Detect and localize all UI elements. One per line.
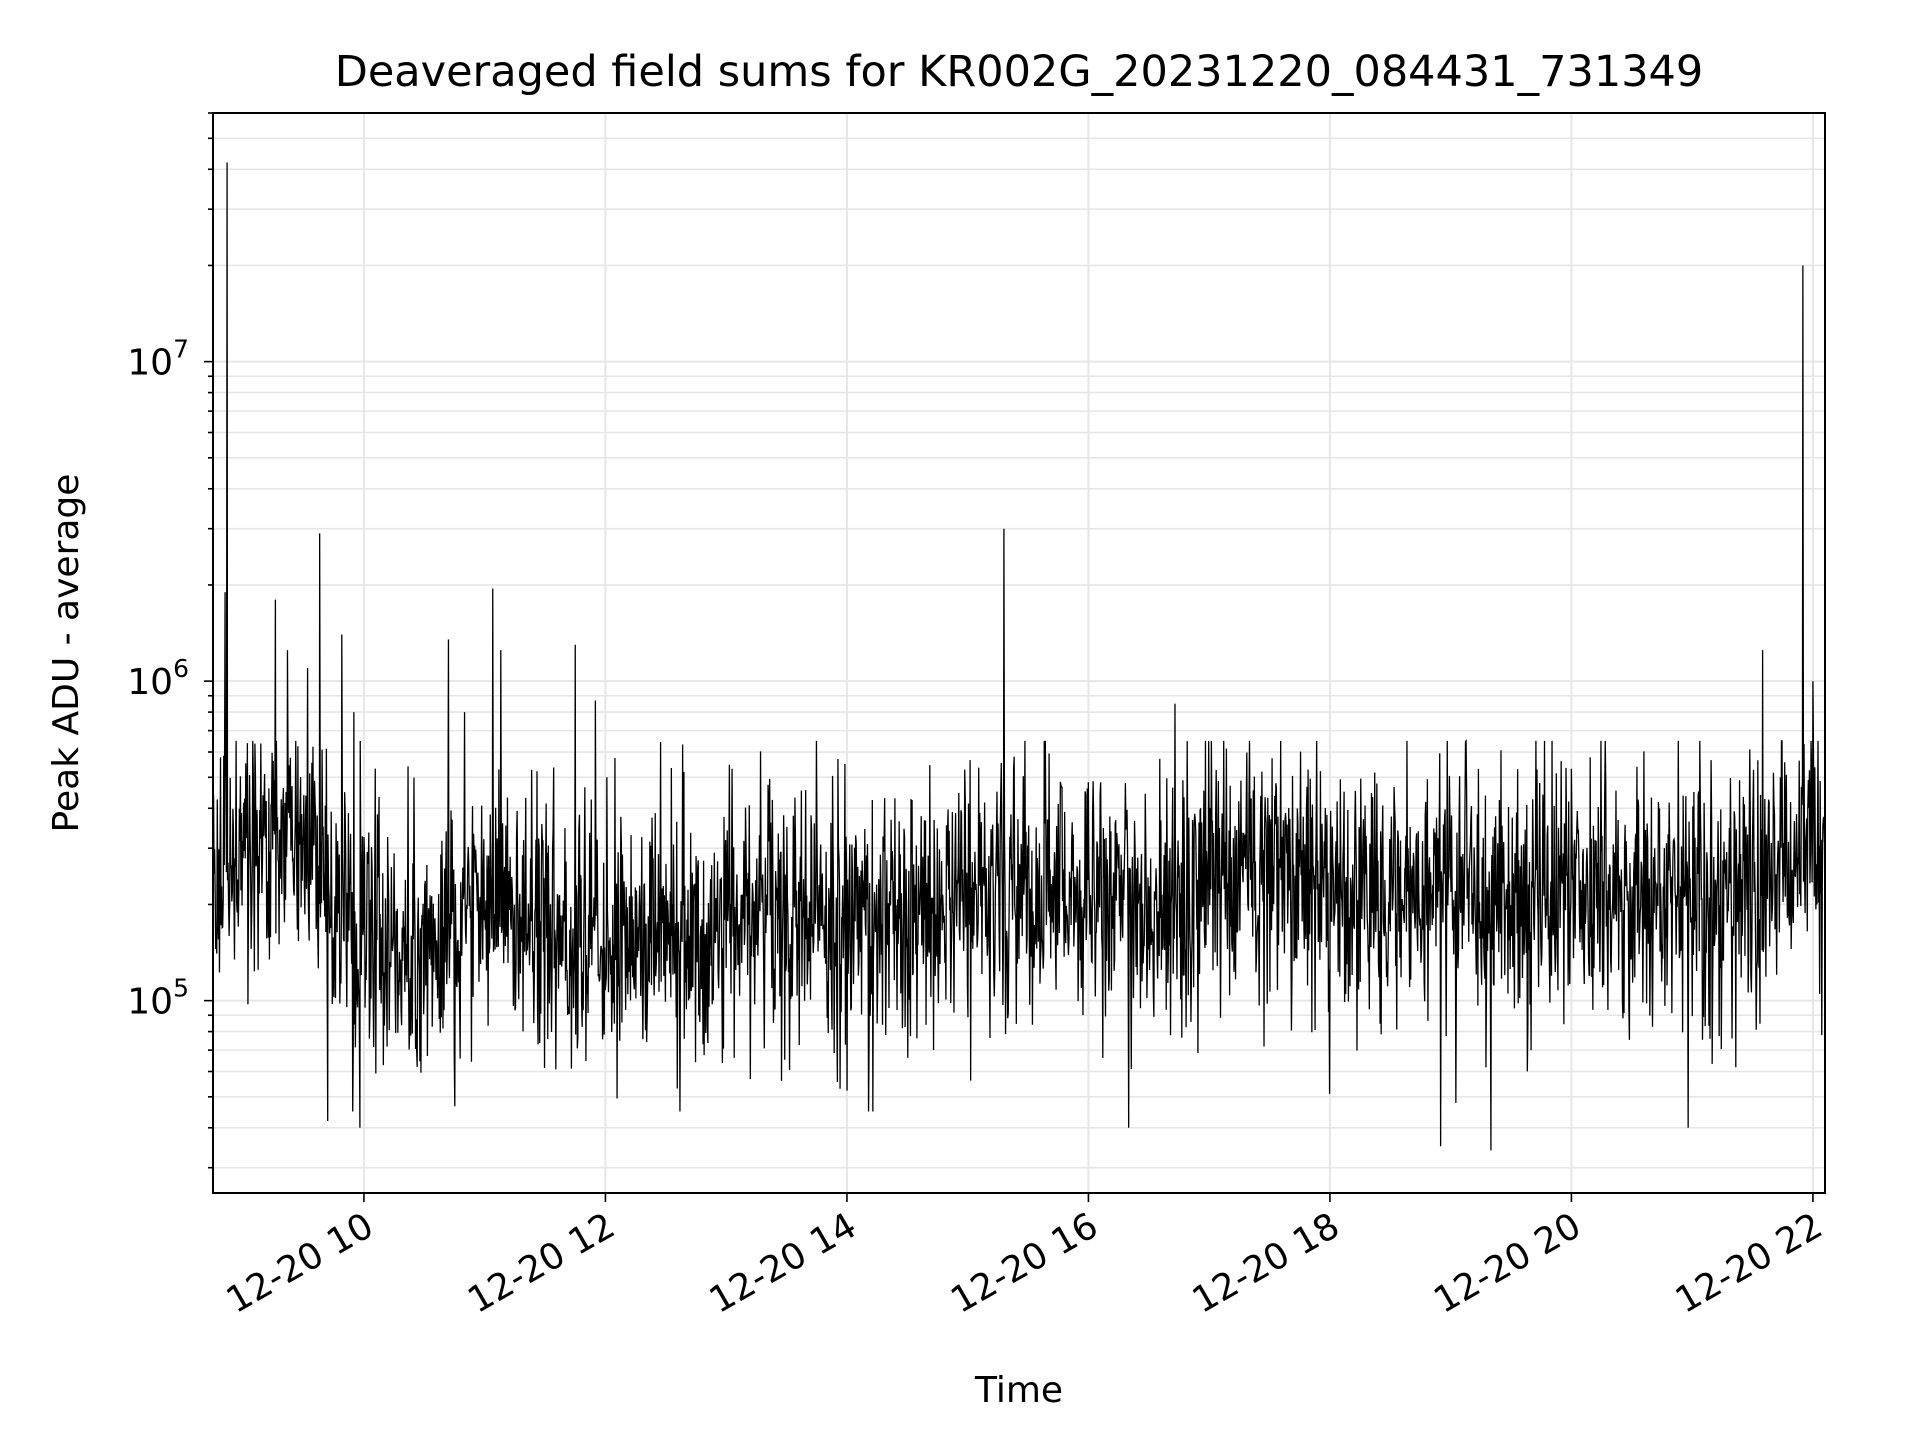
series-line — [212, 162, 1826, 1151]
x-axis-label: Time — [974, 1370, 1063, 1411]
y-tick-base: 10 — [127, 343, 173, 384]
y-tick-exponent: 7 — [173, 335, 189, 364]
y-tick-label: 107 — [127, 335, 189, 384]
y-tick-base: 10 — [127, 982, 173, 1023]
y-axis-label: Peak ADU - average — [46, 474, 87, 833]
y-tick-base: 10 — [127, 662, 173, 703]
y-tick-label: 106 — [127, 654, 189, 703]
chart-title: Deaveraged field sums for KR002G_2023122… — [335, 47, 1704, 97]
y-tick-label: 105 — [127, 974, 189, 1023]
series-group — [212, 162, 1826, 1151]
plot-frame — [212, 112, 1826, 1194]
y-tick-exponent: 6 — [173, 654, 189, 683]
y-tick-exponent: 5 — [173, 974, 189, 1003]
